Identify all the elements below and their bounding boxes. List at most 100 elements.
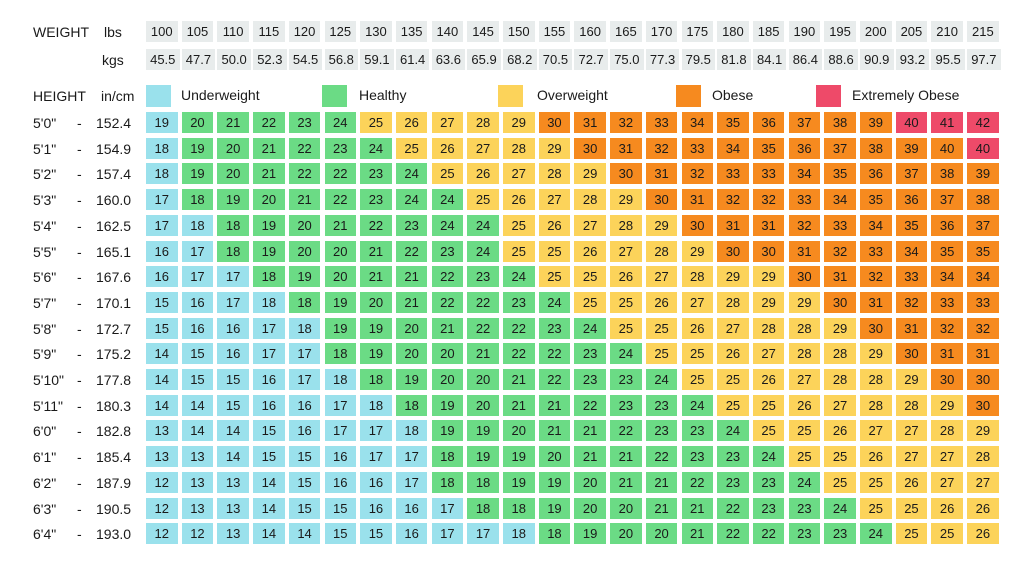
weight-kgs-cell: 84.1 [752,49,787,70]
bmi-cell: 25 [431,163,464,185]
bmi-cell: 23 [681,446,713,468]
bmi-cell: 12 [146,471,178,493]
bmi-cell: 19 [503,446,535,468]
bmi-cell: 20 [610,497,642,519]
bmi-cell: 35 [717,112,749,133]
bmi-cell: 22 [503,343,535,365]
bmi-cell: 23 [788,523,821,545]
legend-swatch-healthy [322,85,347,107]
bmi-cell: 21 [645,471,678,493]
bmi-cell: 36 [752,112,785,133]
bmi-cell: 15 [288,446,321,468]
bmi-cell: 29 [681,240,713,262]
bmi-cell: 40 [895,112,928,133]
bmi-cell: 33 [717,163,749,185]
bmi-cell: 22 [431,291,464,313]
bmi-cell: 33 [931,291,963,313]
bmi-cell: 42 [967,112,999,133]
bmi-cell: 25 [538,240,571,262]
weight-kgs-cell: 70.5 [538,49,573,70]
bmi-cell: 27 [681,291,713,313]
height-in-label: 5'9" [33,346,57,363]
bmi-cell: 14 [217,420,249,442]
bmi-cell: 24 [824,497,856,519]
bmi-cell: 34 [931,266,963,288]
bmi-cell: 20 [431,343,464,365]
bmi-cell: 26 [895,471,928,493]
legend-label-healthy: Healthy [359,87,407,103]
bmi-cell: 25 [788,446,821,468]
bmi-cell: 20 [395,343,428,365]
legend-label-overweight: Overweight [537,87,608,103]
bmi-cell: 22 [288,137,321,159]
bmi-cell: 24 [395,189,428,211]
bmi-cell: 21 [610,471,642,493]
bmi-cell: 15 [253,420,285,442]
bmi-cell: 24 [574,317,606,339]
height-in-label: 6'2" [33,474,57,491]
bmi-cell: 20 [467,394,499,416]
bmi-cell: 25 [395,137,428,159]
weight-kgs-cell: 97.7 [967,49,1001,70]
bmi-cell: 18 [503,523,535,545]
bmi-cell: 12 [181,523,214,545]
height-separator: - [77,397,82,414]
bmi-cell: 28 [467,112,499,133]
bmi-cell: 35 [860,189,892,211]
bmi-cell: 37 [895,163,928,185]
bmi-cell: 28 [824,343,856,365]
bmi-cell: 12 [146,523,178,545]
bmi-cell: 16 [217,343,249,365]
weight-lbs-cell: 150 [503,21,535,42]
bmi-cell: 20 [288,214,321,236]
bmi-cell: 20 [324,240,356,262]
bmi-cell: 15 [324,497,356,519]
bmi-cell: 19 [360,343,392,365]
bmi-cell: 13 [146,446,178,468]
bmi-cell: 13 [217,471,249,493]
bmi-cell: 37 [967,214,999,236]
bmi-cell: 16 [181,291,214,313]
bmi-cell: 21 [360,266,392,288]
height-separator: - [77,449,82,466]
height-separator: - [77,166,82,183]
weight-kgs-cell: 90.9 [860,49,894,70]
bmi-cell: 19 [324,317,356,339]
bmi-cell: 21 [288,189,321,211]
bmi-cell: 23 [360,163,392,185]
height-in-label: 5'8" [33,320,57,337]
height-separator: - [77,192,82,209]
bmi-cell: 24 [645,369,678,390]
bmi-cell: 29 [967,420,999,442]
bmi-cell: 19 [181,137,214,159]
weight-kgs-cell: 59.1 [360,49,394,70]
bmi-cell: 39 [860,112,892,133]
bmi-cell: 20 [324,266,356,288]
weight-lbs-cell: 135 [395,21,428,42]
height-in-label: 6'3" [33,500,57,517]
legend-swatch-overweight [498,85,523,107]
weight-lbs-cell: 160 [574,21,606,42]
bmi-cell: 30 [967,369,999,390]
bmi-cell: 20 [574,471,606,493]
height-cm-label: 160.0 [96,192,132,209]
bmi-cell: 21 [610,446,642,468]
bmi-cell: 25 [860,497,892,519]
bmi-cell: 28 [752,317,785,339]
bmi-cell: 24 [860,523,892,545]
bmi-cell: 20 [610,523,642,545]
bmi-cell: 19 [253,240,285,262]
bmi-cell: 21 [538,420,571,442]
bmi-cell: 19 [146,112,178,133]
bmi-cell: 31 [967,343,999,365]
bmi-cell: 17 [288,369,321,390]
height-label: HEIGHT [33,88,86,104]
bmi-cell: 19 [253,214,285,236]
bmi-cell: 16 [253,394,285,416]
bmi-cell: 19 [431,394,464,416]
bmi-cell: 28 [860,369,892,390]
bmi-cell: 31 [610,137,642,159]
height-cm-label: 167.6 [96,269,132,286]
bmi-cell: 26 [860,446,892,468]
height-separator: - [77,217,82,234]
